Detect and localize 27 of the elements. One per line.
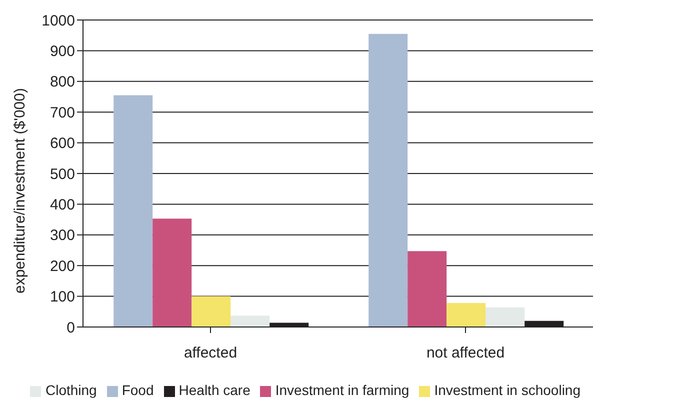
bar	[192, 296, 231, 327]
bar	[446, 303, 486, 327]
legend-label: Food	[122, 382, 154, 398]
y-tick-label: 200	[50, 258, 75, 275]
y-tick-label: 800	[50, 74, 75, 91]
legend-label: Clothing	[45, 382, 97, 398]
y-tick-label: 300	[50, 227, 75, 244]
y-tick-label: 500	[50, 166, 75, 183]
x-tick-label: affected	[184, 344, 238, 362]
y-tick-label: 700	[50, 104, 75, 122]
bar	[408, 251, 447, 327]
y-tick-label: 600	[50, 135, 75, 152]
x-tick-label: not affected	[426, 344, 505, 362]
y-tick-label: 0	[66, 319, 75, 336]
y-tick-label: 900	[50, 43, 75, 60]
bar	[152, 218, 192, 327]
bar	[368, 34, 408, 327]
bar	[114, 95, 153, 327]
y-axis-title: expenditure/investment ($'000)	[11, 88, 28, 294]
y-tick-label: 400	[50, 196, 75, 214]
bar	[230, 316, 270, 327]
legend-label: Investment in farming	[275, 382, 410, 398]
y-tick-label: 100	[50, 288, 75, 306]
legend-label: Health care	[178, 382, 250, 398]
legend-label: Investment in schooling	[434, 382, 581, 398]
bar	[486, 307, 525, 327]
y-tick-label: 1000	[42, 12, 75, 30]
